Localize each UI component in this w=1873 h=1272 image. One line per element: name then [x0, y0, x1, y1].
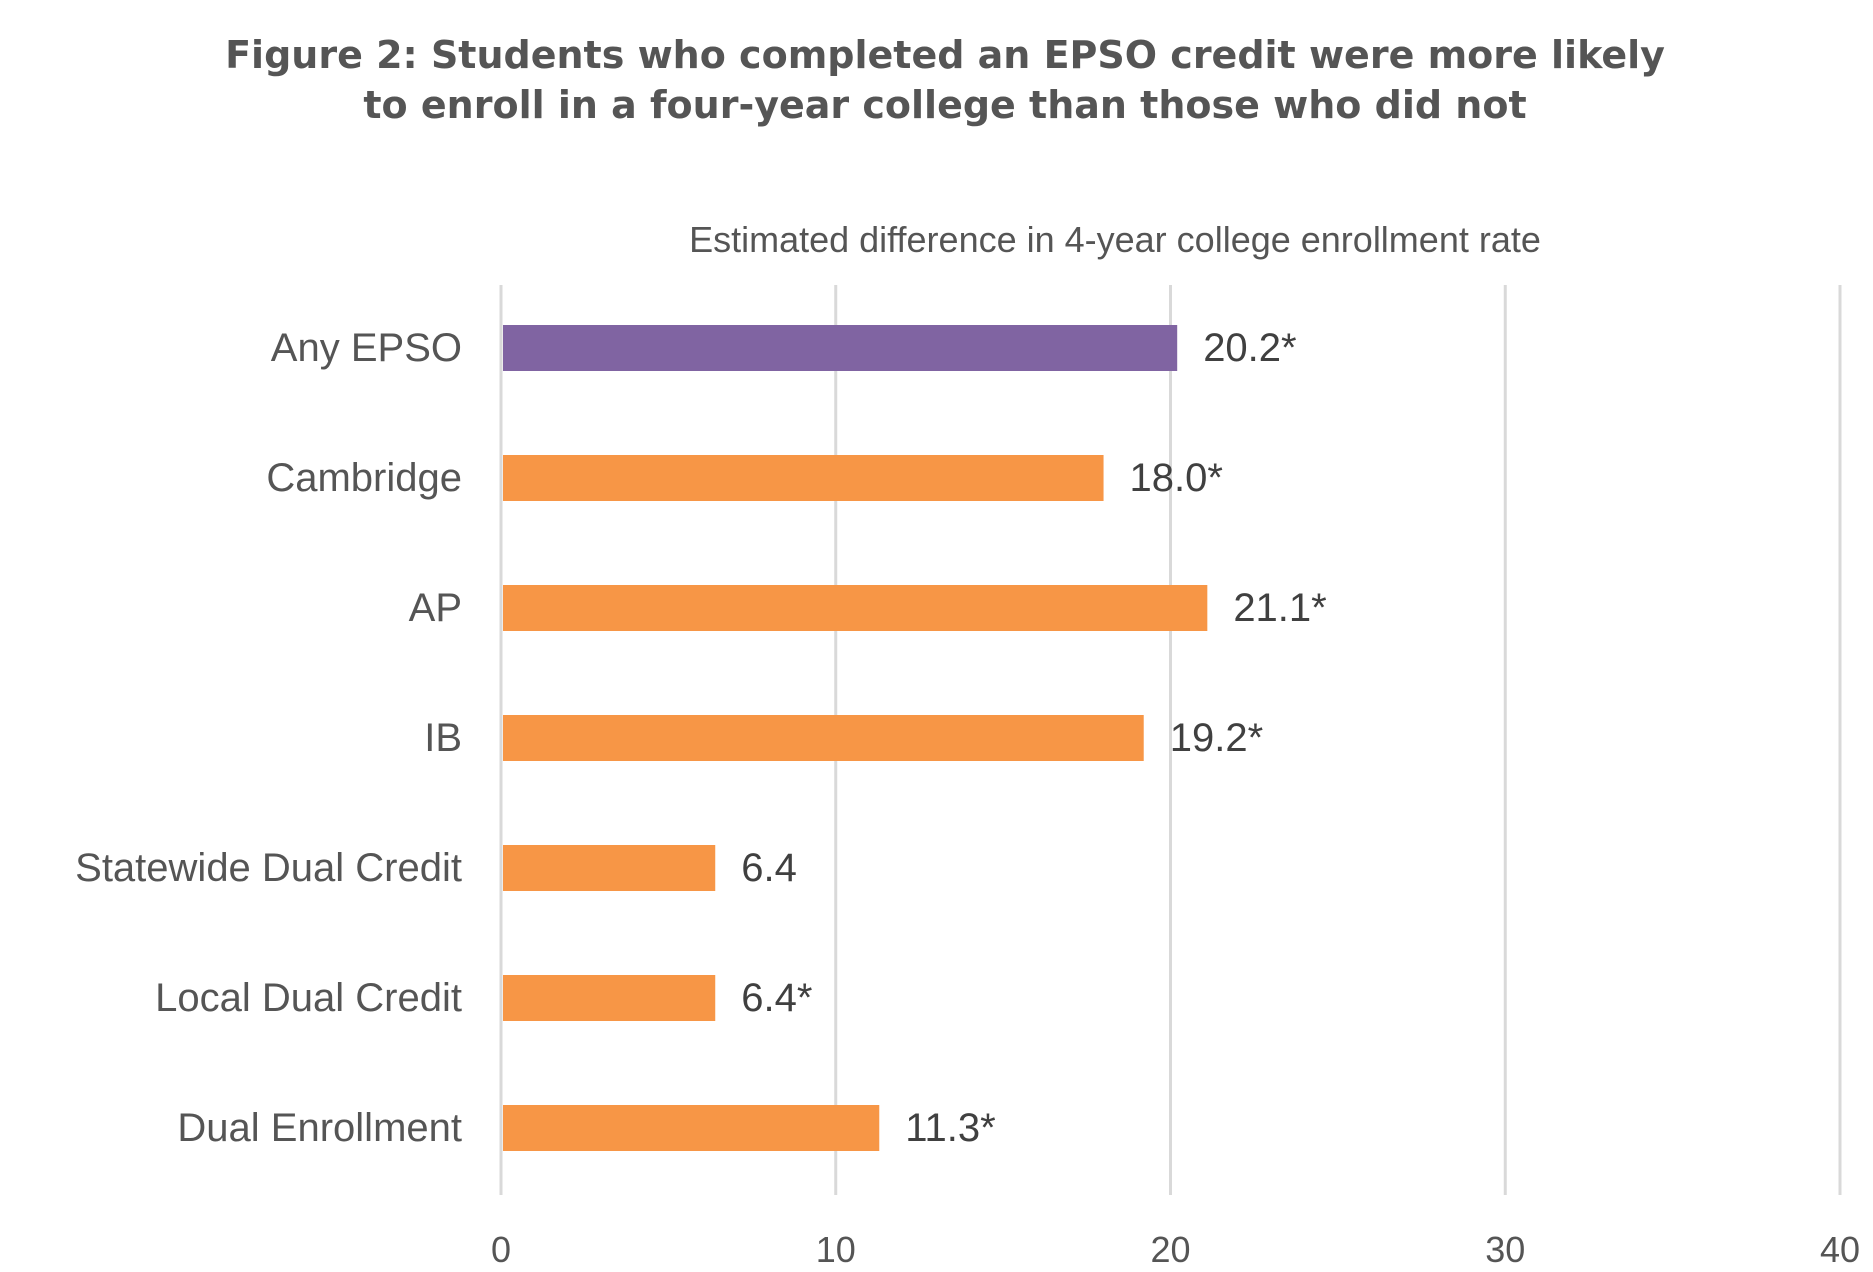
- x-axis-title: Estimated difference in 4-year college e…: [689, 219, 1541, 260]
- category-label: Statewide Dual Credit: [75, 846, 462, 890]
- category-label: Local Dual Credit: [155, 976, 462, 1020]
- x-tick-labels: 0 10 20 30 40: [491, 1229, 1860, 1270]
- value-label: 21.1*: [1233, 586, 1326, 630]
- x-tick-label: 0: [491, 1229, 511, 1270]
- value-label: 19.2*: [1170, 716, 1263, 760]
- x-tick-label: 10: [816, 1229, 856, 1270]
- bar: [503, 455, 1104, 501]
- category-label: AP: [409, 586, 462, 630]
- bar: [503, 585, 1208, 631]
- bar: [503, 1105, 880, 1151]
- category-label: Dual Enrollment: [177, 1106, 462, 1150]
- category-label: IB: [424, 716, 462, 760]
- chart-title-line-1: Figure 2: Students who completed an EPSO…: [225, 33, 1665, 77]
- value-labels: 20.2* 18.0* 21.1* 19.2* 6.4 6.4* 11.3*: [741, 326, 1327, 1150]
- x-tick-label: 40: [1820, 1229, 1860, 1270]
- x-tick-label: 20: [1150, 1229, 1190, 1270]
- bar: [503, 845, 716, 891]
- value-label: 20.2*: [1203, 326, 1296, 370]
- bar: [503, 715, 1144, 761]
- category-label: Cambridge: [266, 456, 462, 500]
- chart-title-line-2: to enroll in a four-year college than th…: [363, 83, 1527, 127]
- value-label: 18.0*: [1130, 456, 1223, 500]
- bar: [503, 975, 716, 1021]
- x-tick-label: 30: [1485, 1229, 1525, 1270]
- gridlines: [499, 285, 1842, 1195]
- bar: [503, 325, 1178, 371]
- value-label: 6.4: [741, 846, 797, 890]
- chart-title: Figure 2: Students who completed an EPSO…: [0, 30, 1873, 130]
- bars: [503, 325, 1208, 1151]
- category-labels: Any EPSO Cambridge AP IB Statewide Dual Cred…: [75, 326, 462, 1150]
- value-label: 6.4*: [741, 976, 812, 1020]
- category-label: Any EPSO: [271, 326, 462, 370]
- value-label: 11.3*: [905, 1106, 995, 1150]
